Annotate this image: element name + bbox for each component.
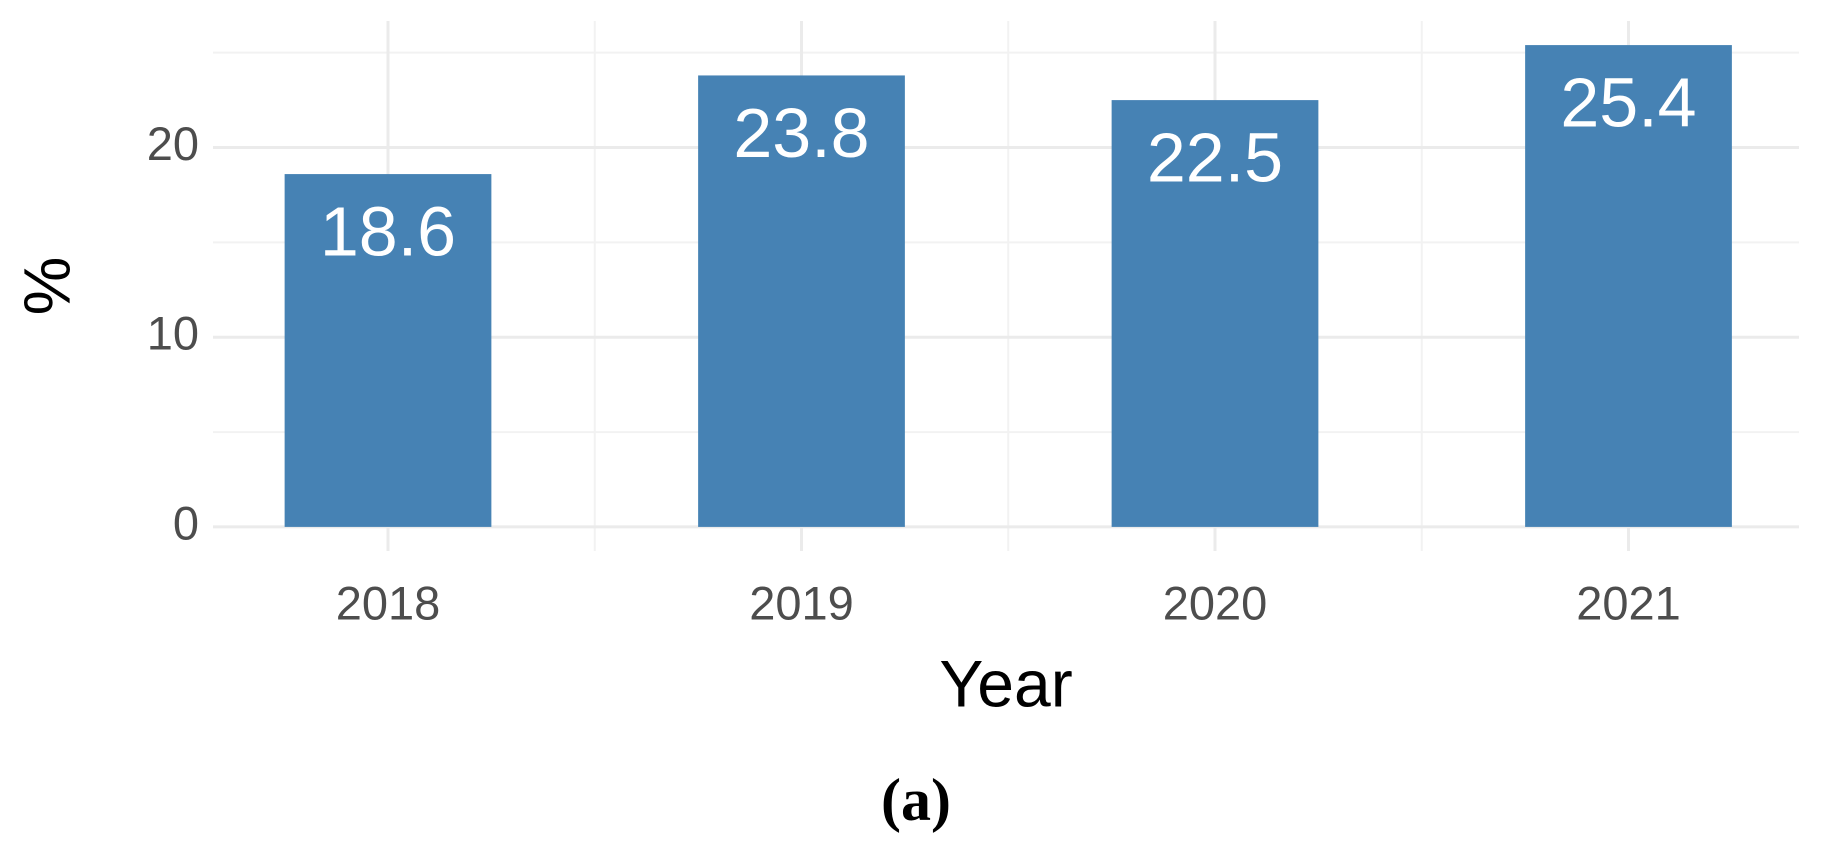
caption: (a) bbox=[881, 767, 951, 833]
bar bbox=[1111, 100, 1319, 527]
x-tick-label: 2020 bbox=[1163, 576, 1268, 629]
x-tick-label: 2018 bbox=[336, 576, 441, 629]
y-tick-label: 20 bbox=[147, 117, 199, 170]
bar bbox=[1525, 45, 1732, 527]
y-tick-label: 10 bbox=[147, 307, 199, 360]
value-label: 22.5 bbox=[1147, 119, 1283, 197]
value-label: 23.8 bbox=[733, 94, 869, 172]
y-axis-title: % bbox=[9, 257, 83, 316]
x-axis-title: Year bbox=[939, 646, 1072, 720]
x-tick-label: 2021 bbox=[1576, 576, 1681, 629]
x-tick-label: 2019 bbox=[749, 576, 854, 629]
y-tick-label: 0 bbox=[173, 496, 199, 549]
bar bbox=[698, 75, 905, 527]
value-label: 18.6 bbox=[320, 193, 456, 271]
value-label: 25.4 bbox=[1560, 64, 1696, 142]
bar bbox=[284, 174, 492, 527]
